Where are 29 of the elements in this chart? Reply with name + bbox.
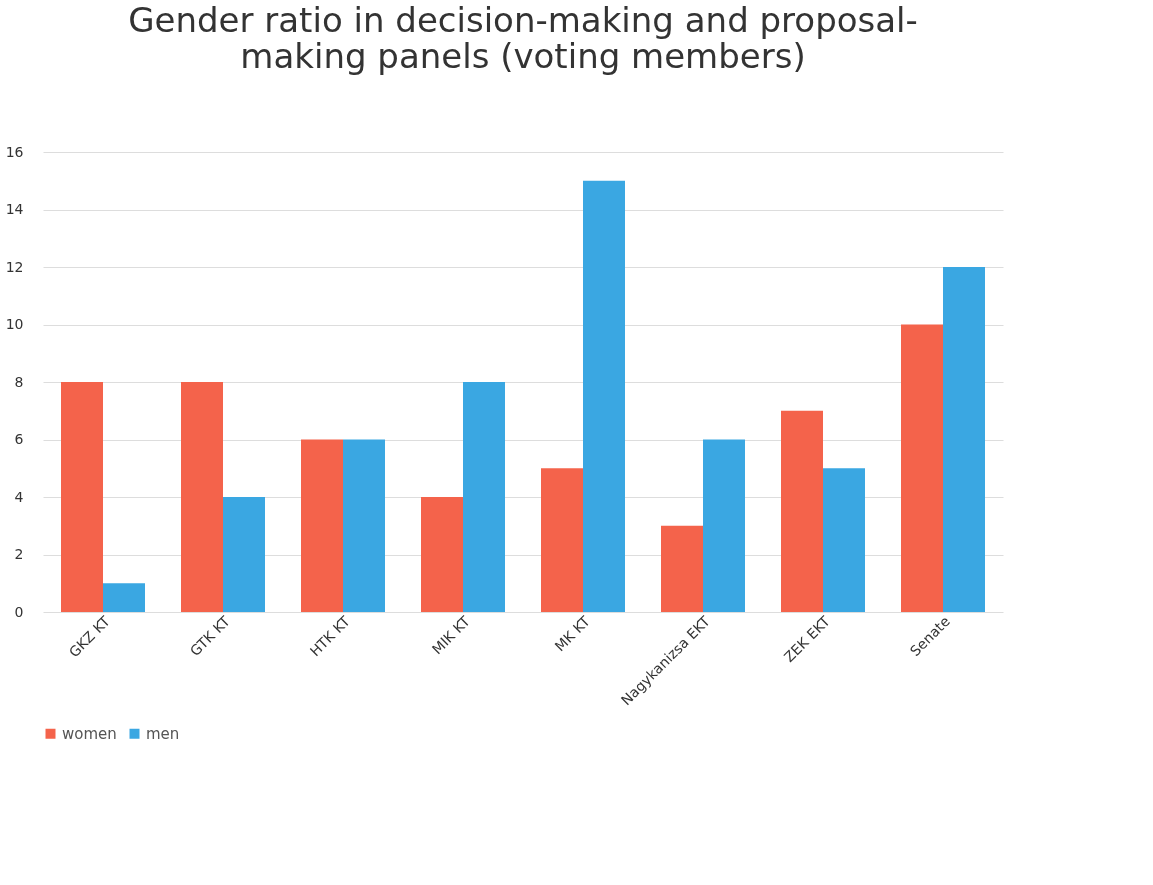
y-tick-label: 14: [5, 201, 24, 217]
bar: [343, 439, 385, 612]
bar: [823, 468, 865, 612]
y-tick-label: 6: [14, 431, 24, 447]
bar: [103, 583, 145, 612]
bar: [583, 180, 625, 612]
y-tick-label: 2: [14, 546, 24, 562]
bar: [901, 324, 943, 612]
text: Gender ratio in decision-making and proposal-: [128, 0, 918, 40]
legend-label: men: [146, 724, 180, 743]
bar: [703, 439, 745, 612]
bar: [181, 382, 223, 612]
bar: [463, 382, 505, 612]
legend-label: women: [62, 724, 117, 743]
y-tick-label: 8: [14, 373, 24, 390]
bar: [223, 497, 265, 612]
bar: [943, 267, 985, 612]
bar: [301, 439, 343, 612]
y-tick-label: 12: [5, 258, 24, 275]
y-tick-label: 16: [5, 143, 24, 160]
bar: [61, 382, 103, 612]
y-tick-label: 4: [14, 488, 24, 505]
y-tick-label: 10: [5, 316, 24, 332]
bar: [421, 497, 463, 612]
bar: [781, 410, 823, 612]
y-tick-label: 0: [14, 603, 24, 620]
bar: [541, 468, 583, 612]
x-tick-label: MK KT: [551, 612, 594, 655]
bar: [661, 525, 703, 612]
